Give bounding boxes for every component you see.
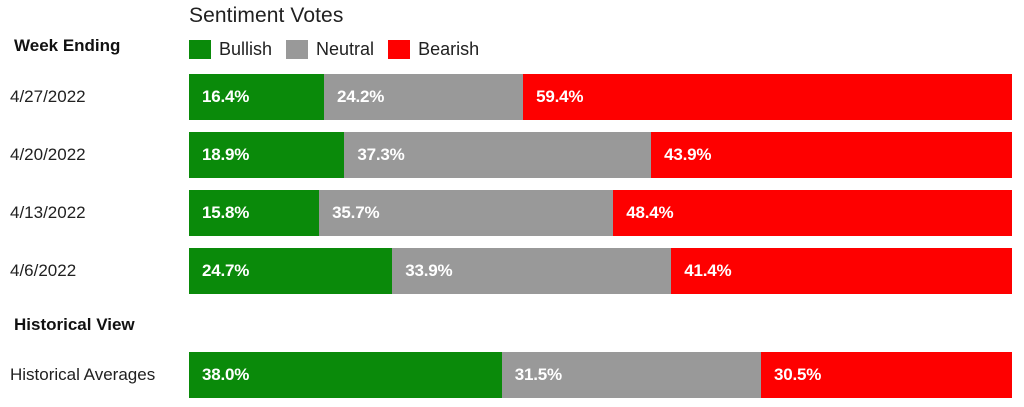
bar-segment-value: 15.8% (202, 203, 250, 222)
historical-view-title: Historical View (14, 315, 135, 334)
bar-segment-bearish[interactable]: 43.9% (651, 132, 1012, 178)
bar-segment-bearish[interactable]: 59.4% (523, 74, 1012, 120)
bar-segment-bullish[interactable]: 38.0% (189, 352, 502, 398)
bar-segment-value: 38.0% (202, 365, 250, 384)
green-square-icon (189, 40, 211, 59)
historical-row-label: Historical Averages (10, 365, 156, 384)
bar-segment-bullish[interactable]: 24.7% (189, 248, 393, 294)
bar-segment-value: 24.2% (336, 87, 385, 106)
bar-segment-bearish[interactable]: 30.5% (760, 352, 1012, 398)
week-ending-date-label: 4/27/2022 (10, 87, 86, 106)
bar-segment-neutral[interactable]: 31.5% (501, 352, 761, 398)
legend-item-bearish[interactable]: Bearish (388, 39, 479, 60)
bar-segment-bearish[interactable]: 41.4% (671, 248, 1012, 294)
red-square-icon (388, 40, 411, 59)
week-ending-column-header: Week Ending (14, 36, 121, 55)
sentiment-row: 4/6/2022 24.7% 33.9% 41.4% (0, 248, 1024, 294)
bar-segment-bullish[interactable]: 16.4% (189, 74, 324, 120)
week-ending-date-label: 4/6/2022 (10, 261, 77, 280)
legend-item-neutral[interactable]: Neutral (286, 39, 374, 60)
historical-averages-row: Historical Averages 38.0% 31.5% 30.5% (0, 352, 1024, 398)
bar-segment-value: 33.9% (405, 261, 453, 280)
week-ending-date-label: 4/20/2022 (10, 145, 86, 164)
bar-segment-bullish[interactable]: 15.8% (189, 190, 320, 236)
sentiment-row: 4/27/2022 16.4% 24.2% 59.4% (0, 74, 1024, 120)
chart-title: Sentiment Votes (189, 4, 344, 27)
bar-segment-value: 16.4% (202, 87, 250, 106)
stacked-bar: 38.0% 31.5% 30.5% (189, 352, 1012, 398)
bar-segment-bullish[interactable]: 18.9% (189, 132, 345, 178)
bar-segment-value: 31.5% (514, 365, 562, 384)
legend-label: Neutral (316, 39, 375, 59)
bar-segment-value: 43.9% (664, 145, 712, 164)
legend-label: Bearish (418, 39, 480, 59)
stacked-bar: 16.4% 24.2% 59.4% (189, 74, 1012, 120)
bar-segment-value: 37.3% (357, 145, 405, 164)
bar-segment-value: 59.4% (536, 87, 584, 106)
bar-segment-value: 18.9% (202, 145, 250, 164)
week-ending-date-label: 4/13/2022 (10, 203, 86, 222)
bar-segment-value: 48.4% (626, 203, 674, 222)
stacked-bar: 18.9% 37.3% 43.9% (189, 132, 1012, 178)
stacked-bar: 15.8% 35.7% 48.4% (189, 190, 1012, 236)
legend-item-bullish[interactable]: Bullish (189, 39, 272, 60)
bar-segment-neutral[interactable]: 24.2% (323, 74, 524, 120)
sentiment-row: 4/20/2022 18.9% 37.3% 43.9% (0, 132, 1024, 178)
bar-segment-neutral[interactable]: 33.9% (392, 248, 672, 294)
legend-label: Bullish (219, 39, 273, 59)
bar-segment-neutral[interactable]: 35.7% (319, 190, 614, 236)
bar-segment-neutral[interactable]: 37.3% (344, 132, 652, 178)
sentiment-row: 4/13/2022 15.8% 35.7% 48.4% (0, 190, 1024, 236)
stacked-bar: 24.7% 33.9% 41.4% (189, 248, 1012, 294)
bar-segment-value: 41.4% (684, 261, 732, 280)
bar-segment-value: 24.7% (202, 261, 250, 280)
chart-legend: Bullish Neutral Bearish (189, 39, 479, 60)
bar-segment-value: 30.5% (773, 365, 822, 384)
bar-segment-value: 35.7% (332, 203, 380, 222)
gray-square-icon (286, 40, 309, 59)
bar-segment-bearish[interactable]: 48.4% (613, 190, 1012, 236)
